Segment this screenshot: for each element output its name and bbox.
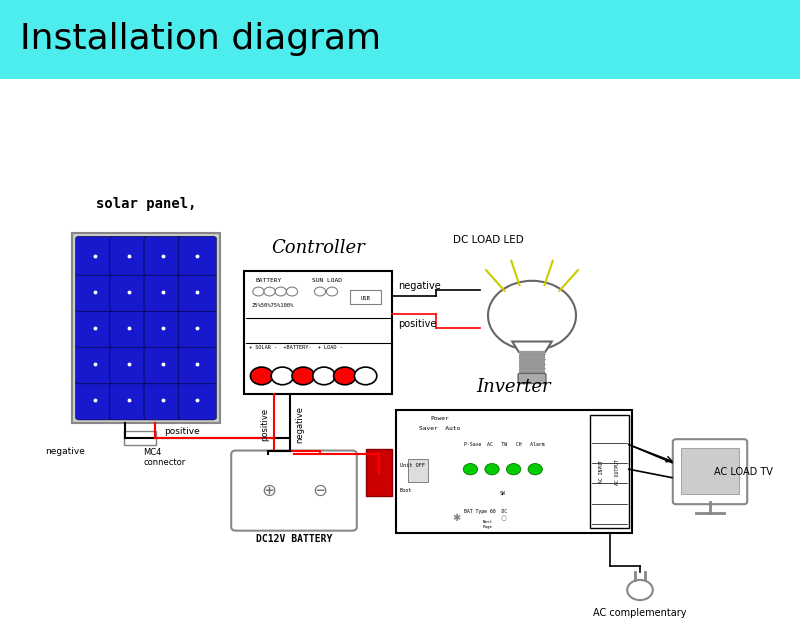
FancyBboxPatch shape: [231, 451, 357, 531]
FancyBboxPatch shape: [350, 290, 381, 304]
FancyBboxPatch shape: [75, 273, 114, 312]
Text: SUN LOAD: SUN LOAD: [312, 278, 342, 283]
Text: Installation diagram: Installation diagram: [20, 23, 381, 56]
Text: Inverter: Inverter: [477, 378, 551, 396]
Circle shape: [250, 367, 273, 385]
Text: ✱: ✱: [452, 514, 460, 524]
Circle shape: [463, 464, 478, 475]
Text: Saver  Auto: Saver Auto: [419, 426, 461, 431]
FancyBboxPatch shape: [519, 351, 546, 355]
FancyBboxPatch shape: [124, 431, 156, 445]
Circle shape: [253, 287, 264, 296]
Text: Controller: Controller: [271, 239, 365, 257]
Circle shape: [313, 367, 335, 385]
FancyBboxPatch shape: [144, 309, 182, 348]
Text: Next
Page: Next Page: [483, 521, 493, 529]
FancyBboxPatch shape: [178, 309, 216, 348]
FancyBboxPatch shape: [519, 369, 546, 373]
Circle shape: [354, 367, 377, 385]
FancyBboxPatch shape: [178, 380, 216, 420]
FancyBboxPatch shape: [110, 309, 148, 348]
Circle shape: [488, 281, 576, 350]
Text: 25%50%75%100%: 25%50%75%100%: [252, 303, 294, 308]
FancyBboxPatch shape: [681, 448, 739, 494]
FancyBboxPatch shape: [144, 380, 182, 420]
Text: negative: negative: [295, 406, 305, 443]
FancyBboxPatch shape: [590, 415, 629, 528]
FancyBboxPatch shape: [408, 459, 428, 481]
FancyBboxPatch shape: [244, 271, 392, 394]
Text: ○: ○: [501, 516, 507, 521]
FancyBboxPatch shape: [110, 380, 148, 420]
Text: Unit OFF: Unit OFF: [400, 463, 425, 468]
Text: P-Save  AC   TW   CH   Alarm: P-Save AC TW CH Alarm: [464, 442, 545, 447]
Circle shape: [271, 367, 294, 385]
FancyBboxPatch shape: [144, 236, 182, 276]
Text: ⊕: ⊕: [261, 481, 276, 500]
FancyBboxPatch shape: [75, 345, 114, 384]
FancyBboxPatch shape: [75, 236, 114, 276]
Text: + SOLAR -  +BATTERY-  + LOAD -: + SOLAR - +BATTERY- + LOAD -: [249, 345, 342, 350]
Text: negative: negative: [46, 447, 85, 456]
Text: DC LOAD LED: DC LOAD LED: [454, 235, 524, 245]
Circle shape: [485, 464, 499, 475]
Text: positive: positive: [398, 319, 437, 329]
FancyBboxPatch shape: [519, 355, 546, 359]
Text: SW: SW: [499, 492, 506, 497]
FancyBboxPatch shape: [396, 410, 632, 533]
Text: negative: negative: [398, 281, 441, 291]
FancyBboxPatch shape: [75, 380, 114, 420]
Text: BATTERY: BATTERY: [256, 278, 282, 283]
Text: solar panel,: solar panel,: [96, 198, 196, 211]
Circle shape: [627, 580, 653, 600]
Text: AC OUTPUT: AC OUTPUT: [615, 459, 620, 485]
FancyBboxPatch shape: [673, 439, 747, 504]
Circle shape: [286, 287, 298, 296]
FancyBboxPatch shape: [0, 0, 800, 79]
Text: BAT Type 60  DC: BAT Type 60 DC: [464, 509, 507, 514]
Text: DC12V BATTERY: DC12V BATTERY: [256, 534, 332, 545]
Circle shape: [334, 367, 356, 385]
Text: AC complementary: AC complementary: [594, 608, 686, 618]
Circle shape: [314, 287, 326, 296]
Text: USB: USB: [361, 296, 370, 301]
Circle shape: [326, 287, 338, 296]
Circle shape: [275, 287, 286, 296]
Circle shape: [528, 464, 542, 475]
FancyBboxPatch shape: [110, 273, 148, 312]
Text: positive: positive: [260, 408, 270, 441]
Polygon shape: [512, 341, 552, 352]
FancyBboxPatch shape: [144, 273, 182, 312]
Text: Boot: Boot: [400, 488, 413, 493]
FancyBboxPatch shape: [178, 236, 216, 276]
Text: ⊖: ⊖: [312, 481, 327, 500]
FancyBboxPatch shape: [178, 273, 216, 312]
FancyBboxPatch shape: [366, 449, 392, 496]
FancyBboxPatch shape: [75, 309, 114, 348]
FancyBboxPatch shape: [518, 374, 546, 384]
Text: AC LOAD TV: AC LOAD TV: [714, 467, 773, 476]
Circle shape: [292, 367, 314, 385]
FancyBboxPatch shape: [72, 233, 220, 423]
FancyBboxPatch shape: [110, 345, 148, 384]
Text: AC INPUT: AC INPUT: [599, 460, 604, 483]
Text: Power: Power: [430, 416, 450, 422]
FancyBboxPatch shape: [178, 345, 216, 384]
Text: MC4
connector: MC4 connector: [143, 448, 186, 468]
Circle shape: [506, 464, 521, 475]
FancyBboxPatch shape: [519, 365, 546, 368]
FancyBboxPatch shape: [144, 345, 182, 384]
FancyBboxPatch shape: [519, 360, 546, 363]
FancyBboxPatch shape: [110, 236, 148, 276]
Circle shape: [264, 287, 275, 296]
Text: positive: positive: [165, 427, 200, 436]
